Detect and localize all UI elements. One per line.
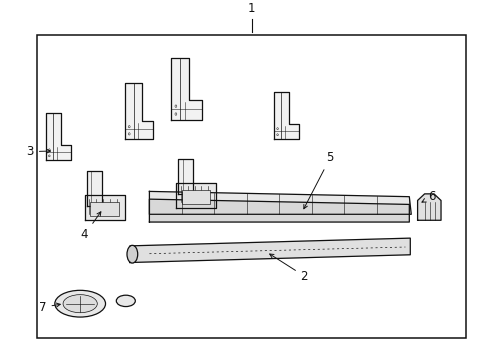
Ellipse shape [128, 133, 130, 135]
Text: 2: 2 [269, 254, 307, 283]
Bar [90, 202, 119, 216]
Bar [37, 36, 466, 338]
Text: 4: 4 [81, 212, 101, 241]
Text: 3: 3 [26, 145, 50, 158]
Polygon shape [178, 158, 193, 194]
Polygon shape [130, 238, 409, 262]
Ellipse shape [116, 295, 135, 307]
Ellipse shape [48, 155, 50, 157]
Ellipse shape [175, 113, 177, 115]
Polygon shape [171, 58, 201, 120]
Text: 5: 5 [303, 152, 333, 209]
Ellipse shape [55, 290, 105, 317]
Ellipse shape [276, 134, 278, 136]
Ellipse shape [175, 105, 177, 107]
Polygon shape [417, 194, 440, 220]
Polygon shape [273, 92, 299, 139]
Polygon shape [176, 183, 216, 208]
Ellipse shape [276, 128, 278, 130]
Polygon shape [84, 195, 124, 220]
Bar [182, 190, 210, 204]
Ellipse shape [63, 295, 97, 313]
Text: 1: 1 [247, 3, 255, 15]
Text: 6: 6 [421, 190, 435, 203]
Polygon shape [149, 199, 408, 222]
Ellipse shape [128, 126, 130, 128]
Polygon shape [125, 83, 153, 139]
Polygon shape [86, 171, 102, 206]
Ellipse shape [48, 149, 50, 151]
Text: 7: 7 [39, 301, 60, 314]
Ellipse shape [127, 245, 138, 263]
Polygon shape [149, 192, 410, 214]
Polygon shape [45, 113, 71, 161]
